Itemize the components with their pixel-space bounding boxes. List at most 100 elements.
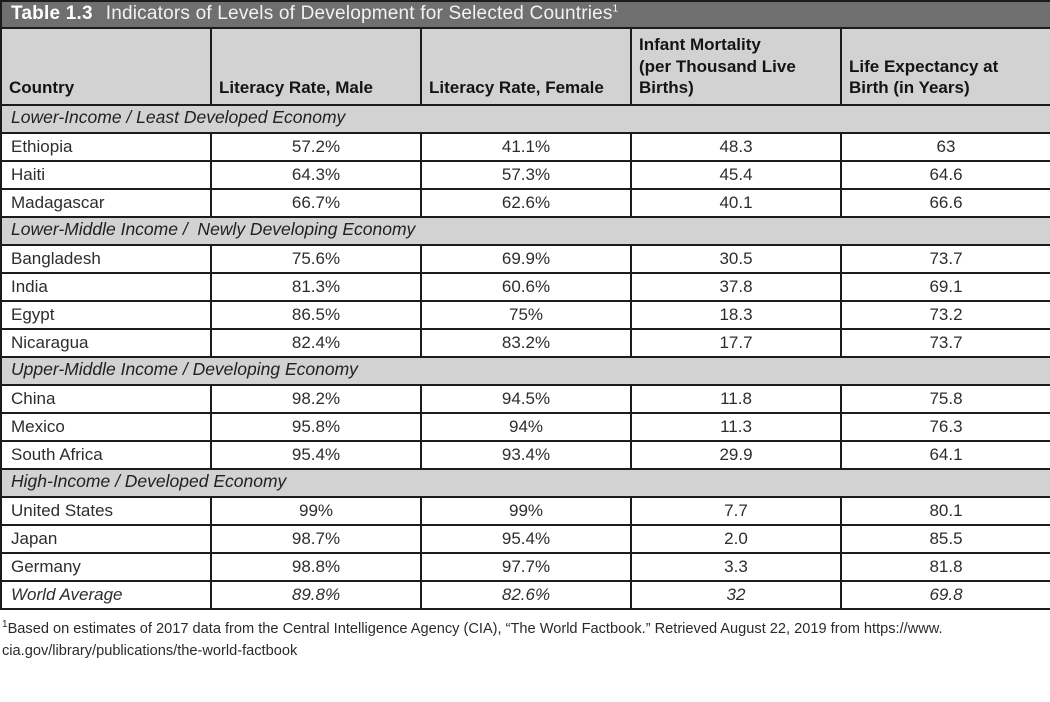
table-row: China 98.2% 94.5% 11.8 75.8 <box>0 383 1050 414</box>
cell-life-expectancy: 64.1 <box>839 439 1050 470</box>
cell-literacy-male: 89.8% <box>210 579 422 610</box>
cell-literacy-female: 93.4% <box>420 439 632 470</box>
table-row: Bangladesh 75.6% 69.9% 30.5 73.7 <box>0 243 1050 274</box>
cell-literacy-female: 97.7% <box>420 551 632 582</box>
column-header-row: Country Literacy Rate, Male Literacy Rat… <box>0 27 1050 106</box>
cell-literacy-female: 41.1% <box>420 131 632 162</box>
cell-literacy-male: 64.3% <box>210 159 422 190</box>
cell-life-expectancy: 73.7 <box>839 243 1050 274</box>
cell-life-expectancy: 73.2 <box>839 299 1050 330</box>
cell-infant-mortality: 29.9 <box>630 439 842 470</box>
cell-infant-mortality: 48.3 <box>630 131 842 162</box>
cell-life-expectancy: 81.8 <box>839 551 1050 582</box>
cell-infant-mortality: 3.3 <box>630 551 842 582</box>
column-header-country: Country <box>0 27 212 106</box>
cell-literacy-female: 62.6% <box>420 187 632 218</box>
table-row: Ethiopia 57.2% 41.1% 48.3 63 <box>0 131 1050 162</box>
cell-country: Egypt <box>0 299 212 330</box>
cell-infant-mortality: 37.8 <box>630 271 842 302</box>
section-row: Upper-Middle Income / Developing Economy <box>0 355 1050 386</box>
cell-literacy-male: 99% <box>210 495 422 526</box>
world-average-row: World Average 89.8% 82.6% 32 69.8 <box>0 579 1050 610</box>
cell-infant-mortality: 11.8 <box>630 383 842 414</box>
cell-life-expectancy: 85.5 <box>839 523 1050 554</box>
cell-country: China <box>0 383 212 414</box>
cell-infant-mortality: 18.3 <box>630 299 842 330</box>
column-header-literacy-female: Literacy Rate, Female <box>420 27 632 106</box>
section-label-lower-income: Lower-Income / Least Developed Economy <box>0 103 1050 134</box>
cell-literacy-male: 95.8% <box>210 411 422 442</box>
cell-country: Bangladesh <box>0 243 212 274</box>
header-line: Country <box>9 78 75 98</box>
table-title-text: Indicators of Levels of Development for … <box>105 3 613 24</box>
footnote: 1Based on estimates of 2017 data from th… <box>0 610 1050 662</box>
cell-infant-mortality: 30.5 <box>630 243 842 274</box>
section-row: High-Income / Developed Economy <box>0 467 1050 498</box>
cell-infant-mortality: 40.1 <box>630 187 842 218</box>
table-title-bar: Table 1.3 Indicators of Levels of Develop… <box>0 0 1050 29</box>
cell-literacy-male: 81.3% <box>210 271 422 302</box>
cell-literacy-male: 98.2% <box>210 383 422 414</box>
cell-literacy-male: 98.8% <box>210 551 422 582</box>
cell-country: Ethiopia <box>0 131 212 162</box>
cell-life-expectancy: 63 <box>839 131 1050 162</box>
cell-infant-mortality: 45.4 <box>630 159 842 190</box>
development-indicators-table: Table 1.3 Indicators of Levels of Develop… <box>0 0 1050 610</box>
table-row: Japan 98.7% 95.4% 2.0 85.5 <box>0 523 1050 554</box>
section-label-lower-middle-income: Lower-Middle Income / Newly Developing E… <box>0 215 1050 246</box>
cell-literacy-female: 75% <box>420 299 632 330</box>
cell-infant-mortality: 2.0 <box>630 523 842 554</box>
cell-country: Nicaragua <box>0 327 212 358</box>
cell-infant-mortality: 11.3 <box>630 411 842 442</box>
section-row: Lower-Income / Least Developed Economy <box>0 103 1050 134</box>
cell-infant-mortality: 7.7 <box>630 495 842 526</box>
cell-country: India <box>0 271 212 302</box>
table-row: South Africa 95.4% 93.4% 29.9 64.1 <box>0 439 1050 470</box>
cell-literacy-male: 95.4% <box>210 439 422 470</box>
cell-literacy-female: 95.4% <box>420 523 632 554</box>
section-label-upper-middle-income: Upper-Middle Income / Developing Economy <box>0 355 1050 386</box>
table-row: Germany 98.8% 97.7% 3.3 81.8 <box>0 551 1050 582</box>
cell-literacy-female: 82.6% <box>420 579 632 610</box>
cell-life-expectancy: 69.8 <box>839 579 1050 610</box>
cell-life-expectancy: 76.3 <box>839 411 1050 442</box>
cell-literacy-male: 98.7% <box>210 523 422 554</box>
cell-literacy-female: 99% <box>420 495 632 526</box>
cell-life-expectancy: 75.8 <box>839 383 1050 414</box>
cell-country: Haiti <box>0 159 212 190</box>
table-row: Mexico 95.8% 94% 11.3 76.3 <box>0 411 1050 442</box>
cell-country: World Average <box>0 579 212 610</box>
cell-literacy-female: 94% <box>420 411 632 442</box>
header-line: Births) <box>639 78 694 98</box>
table-title-footnote-marker: 1 <box>612 3 619 15</box>
cell-literacy-male: 66.7% <box>210 187 422 218</box>
column-header-life-expectancy: Life Expectancy at Birth (in Years) <box>839 27 1050 106</box>
cell-country: Mexico <box>0 411 212 442</box>
header-line: Literacy Rate, Female <box>429 78 604 98</box>
header-line: Life Expectancy at <box>849 56 999 76</box>
cell-life-expectancy: 73.7 <box>839 327 1050 358</box>
cell-country: South Africa <box>0 439 212 470</box>
cell-literacy-female: 57.3% <box>420 159 632 190</box>
cell-life-expectancy: 80.1 <box>839 495 1050 526</box>
section-label-high-income: High-Income / Developed Economy <box>0 467 1050 498</box>
column-header-literacy-male: Literacy Rate, Male <box>210 27 422 106</box>
cell-country: Madagascar <box>0 187 212 218</box>
cell-literacy-female: 69.9% <box>420 243 632 274</box>
header-line: (per Thousand Live <box>639 56 796 76</box>
table-title: Table 1.3 Indicators of Levels of Develop… <box>0 0 1050 29</box>
cell-literacy-male: 57.2% <box>210 131 422 162</box>
table-row: India 81.3% 60.6% 37.8 69.1 <box>0 271 1050 302</box>
footnote-text-line2: cia.gov/library/publications/the-world-f… <box>2 642 298 659</box>
footnote-text-line1: Based on estimates of 2017 data from the… <box>7 620 943 637</box>
section-row: Lower-Middle Income / Newly Developing E… <box>0 215 1050 246</box>
table-row: Egypt 86.5% 75% 18.3 73.2 <box>0 299 1050 330</box>
cell-life-expectancy: 64.6 <box>839 159 1050 190</box>
table-row: Madagascar 66.7% 62.6% 40.1 66.6 <box>0 187 1050 218</box>
cell-literacy-male: 82.4% <box>210 327 422 358</box>
header-line: Infant Mortality <box>639 35 761 54</box>
cell-infant-mortality: 32 <box>630 579 842 610</box>
column-header-infant-mortality: Infant Mortality (per Thousand Live Birt… <box>630 27 842 106</box>
cell-life-expectancy: 69.1 <box>839 271 1050 302</box>
